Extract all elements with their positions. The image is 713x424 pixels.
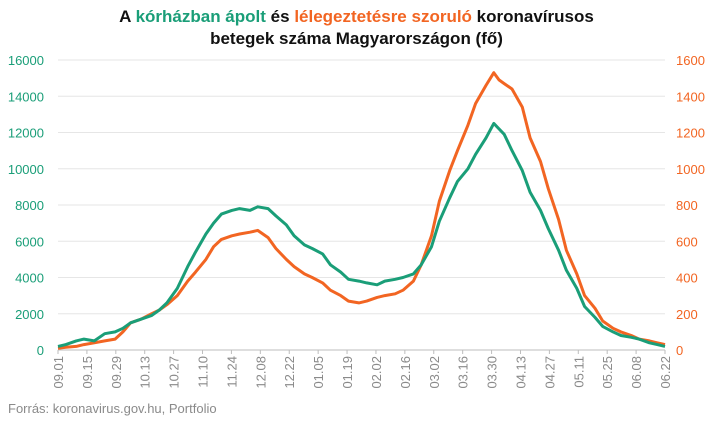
series-line-hospitalized bbox=[57, 121, 666, 348]
title-line-2: betegek száma Magyarországon (fő) bbox=[210, 29, 503, 48]
x-tick-label: 05.11 bbox=[571, 356, 586, 388]
x-tick-label: 06.22 bbox=[658, 356, 673, 389]
source-note: Forrás: koronavirus.gov.hu, Portfolio bbox=[8, 401, 217, 416]
right-tick-label: 1200 bbox=[676, 126, 705, 141]
title-prefix: A bbox=[119, 7, 131, 26]
x-tick-label: 01.19 bbox=[340, 356, 355, 389]
x-tick-label: 05.25 bbox=[600, 356, 615, 389]
left-tick-label: 8000 bbox=[15, 198, 44, 213]
x-tick-label: 03.30 bbox=[485, 356, 500, 389]
x-tick-label: 09.15 bbox=[80, 356, 95, 389]
x-tick-label: 02.16 bbox=[398, 356, 413, 389]
left-tick-label: 16000 bbox=[8, 53, 44, 68]
title-mid: és bbox=[270, 7, 290, 26]
x-tick-label: 04.27 bbox=[542, 356, 557, 389]
left-tick-label: 6000 bbox=[15, 234, 44, 249]
x-tick-label: 09.29 bbox=[109, 356, 124, 389]
x-tick-label: 09.01 bbox=[51, 356, 66, 389]
x-tick-label: 06.08 bbox=[629, 356, 644, 389]
right-tick-label: 600 bbox=[676, 234, 698, 249]
x-tick-label: 12.22 bbox=[282, 356, 297, 389]
right-tick-label: 800 bbox=[676, 198, 698, 213]
x-tick-label: 12.08 bbox=[253, 356, 268, 389]
gridlines bbox=[58, 59, 665, 315]
series-line-ventilated bbox=[57, 71, 666, 350]
right-tick-label: 0 bbox=[676, 343, 683, 358]
left-tick-label: 2000 bbox=[15, 307, 44, 322]
left-tick-label: 0 bbox=[37, 343, 44, 358]
right-tick-label: 1000 bbox=[676, 162, 705, 177]
right-axis-ticks: 0 200 400 600 800 1000 1200 1400 1600 bbox=[676, 53, 705, 358]
left-tick-label: 10000 bbox=[8, 162, 44, 177]
title-hospitalized: kórházban ápolt bbox=[135, 7, 266, 26]
left-tick-label: 12000 bbox=[8, 126, 44, 141]
right-tick-label: 1600 bbox=[676, 53, 705, 68]
title-line-1: A kórházban ápolt és lélegeztetésre szor… bbox=[0, 6, 713, 28]
x-tick-label: 02.02 bbox=[369, 356, 384, 389]
x-tick-label: 03.16 bbox=[456, 356, 471, 389]
title-suffix: koronavírusos bbox=[476, 7, 594, 26]
x-tick-label: 04.13 bbox=[513, 356, 528, 389]
x-tick-label: 11.24 bbox=[224, 356, 239, 388]
right-tick-label: 1400 bbox=[676, 89, 705, 104]
x-tick-label: 10.13 bbox=[138, 356, 153, 389]
left-tick-label: 4000 bbox=[15, 271, 44, 286]
x-tick-label: 03.02 bbox=[427, 356, 442, 389]
x-tick-label: 01.05 bbox=[311, 356, 326, 389]
right-tick-label: 200 bbox=[676, 307, 698, 322]
chart-title: A kórházban ápolt és lélegeztetésre szor… bbox=[0, 6, 713, 50]
title-ventilated: lélegeztetésre szoruló bbox=[294, 7, 472, 26]
x-tick-label: 11.10 bbox=[196, 356, 211, 388]
right-tick-label: 400 bbox=[676, 271, 698, 286]
left-axis-ticks: 0 2000 4000 6000 8000 10000 12000 14000 16000 bbox=[8, 53, 44, 358]
x-tick-label: 10.27 bbox=[167, 356, 182, 389]
left-tick-label: 14000 bbox=[8, 89, 44, 104]
x-axis-ticks: 09.01 09.15 09.29 10.13 10.27 11.10 11.24 12.08… bbox=[51, 350, 673, 389]
